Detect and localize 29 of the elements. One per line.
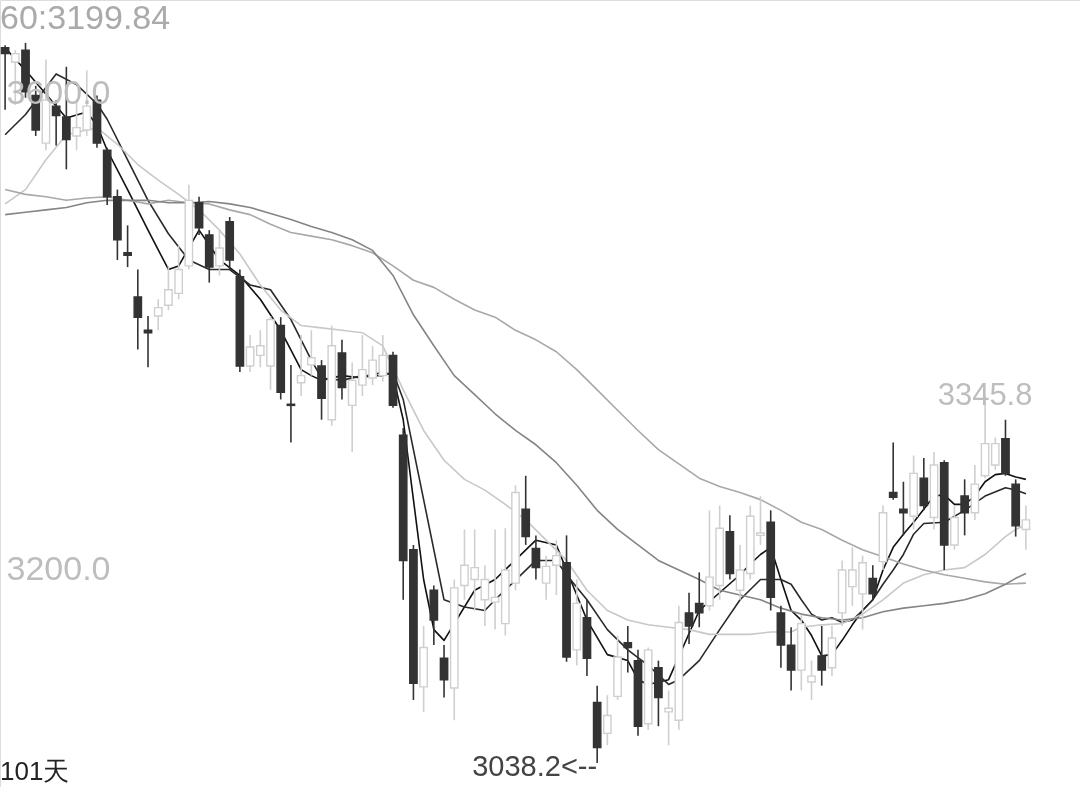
candlestick bbox=[551, 539, 561, 596]
candlestick bbox=[0, 44, 10, 111]
annotation: 60:3199.84 bbox=[0, 0, 171, 36]
candlestick bbox=[960, 478, 970, 537]
candlestick bbox=[817, 625, 827, 687]
candlestick bbox=[990, 436, 1000, 471]
candlestick bbox=[684, 591, 694, 645]
candlestick bbox=[531, 534, 541, 581]
candlestick bbox=[735, 544, 745, 601]
candlestick bbox=[133, 268, 143, 351]
candlestick bbox=[490, 528, 500, 631]
candlestick bbox=[123, 224, 132, 268]
candlestick bbox=[868, 564, 878, 601]
candlestick bbox=[153, 298, 163, 332]
candlestick bbox=[807, 659, 816, 701]
candlestick bbox=[888, 441, 898, 501]
candlestick bbox=[623, 625, 633, 674]
candlestick bbox=[296, 334, 306, 397]
candlestick bbox=[603, 694, 612, 747]
annotation: 3345.8 bbox=[937, 377, 1033, 413]
y-tick-label: 3200.0 bbox=[6, 549, 111, 588]
candlestick bbox=[694, 571, 704, 629]
annotation: 101天 bbox=[0, 756, 70, 786]
candlestick bbox=[306, 329, 316, 377]
candlestick bbox=[215, 229, 224, 277]
annotation: 3038.2<-- bbox=[472, 749, 598, 782]
candlestick bbox=[541, 554, 551, 601]
candlestick bbox=[245, 334, 255, 373]
candlestick bbox=[899, 480, 908, 537]
